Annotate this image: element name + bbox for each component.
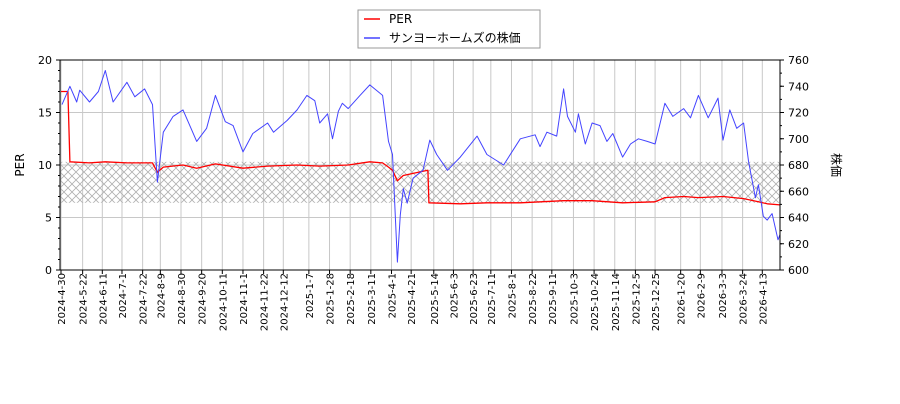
x-tick-label: 2025-4-1 <box>387 273 398 318</box>
x-tick-label: 2024-10-11 <box>218 273 229 331</box>
y-axis-label-left: PER <box>13 153 27 176</box>
x-tick-label: 2024-6-11 <box>98 273 109 325</box>
legend-label-price: サンヨーホームズの株価 <box>389 30 521 45</box>
y-tick-label-right: 760 <box>788 54 809 67</box>
y-tick-label-left: 10 <box>38 159 52 172</box>
x-tick-label: 2024-11-1 <box>239 273 250 325</box>
x-tick-label: 2024-4-30 <box>57 273 68 325</box>
x-tick-label: 2024-12-12 <box>279 273 290 331</box>
x-tick-label: 2025-9-11 <box>548 273 559 325</box>
x-tick-label: 2024-9-20 <box>198 273 209 325</box>
y-tick-label-right: 620 <box>788 238 809 251</box>
x-tick-label: 2025-7-11 <box>487 273 498 325</box>
x-tick-label: 2025-3-11 <box>367 273 378 325</box>
y-tick-label-right: 640 <box>788 212 809 225</box>
y-tick-label-right: 720 <box>788 107 809 120</box>
x-tick-label: 2026-4-13 <box>758 273 769 325</box>
x-tick-label: 2024-7-1 <box>118 273 129 318</box>
stock-price-line <box>61 70 780 263</box>
y-tick-label-left: 5 <box>45 212 52 225</box>
x-tick-label: 2026-1-20 <box>677 273 688 325</box>
axes: 2024-4-30 2024-5-22 2024-6-11 2024-7-1 2024-… <box>38 54 809 331</box>
x-tick-label: 2025-12-25 <box>651 273 662 331</box>
x-tick-label: 2025-12-5 <box>631 273 642 325</box>
x-tick-label: 2025-2-18 <box>346 273 357 325</box>
y-tick-label-right: 680 <box>788 159 809 172</box>
per-range-band <box>60 161 780 203</box>
y-tick-label-left: 0 <box>45 264 52 277</box>
x-tick-label: 2025-8-22 <box>528 273 539 325</box>
x-tick-label: 2025-1-7 <box>305 273 316 318</box>
y-tick-label-left: 15 <box>38 107 52 120</box>
y-tick-label-right: 700 <box>788 133 809 146</box>
x-tick-label: 2025-8-1 <box>507 273 518 318</box>
x-tick-label: 2025-6-3 <box>449 273 460 318</box>
x-tick-label: 2026-3-24 <box>739 273 750 325</box>
legend-label-per: PER <box>389 12 412 26</box>
x-tick-label: 2024-7-22 <box>139 273 150 325</box>
y-tick-label-right: 600 <box>788 264 809 277</box>
x-tick-label: 2025-11-14 <box>611 273 622 331</box>
x-tick-label: 2024-8-30 <box>177 273 188 325</box>
x-tick-label: 2024-5-22 <box>79 273 90 325</box>
series-lines <box>61 70 780 263</box>
x-tick-label: 2025-5-14 <box>430 273 441 325</box>
legend-box <box>357 9 541 49</box>
x-tick-label: 2026-2-9 <box>696 273 707 318</box>
y-tick-label-right: 740 <box>788 80 809 93</box>
legend: PER サンヨーホームズの株価 <box>357 9 541 49</box>
x-tick-label: 2025-1-28 <box>326 273 337 325</box>
y-axis-label-right: 株価 <box>829 153 844 177</box>
y-tick-label-left: 20 <box>38 54 52 67</box>
x-tick-label: 2025-4-21 <box>407 273 418 325</box>
x-tick-label: 2025-6-23 <box>469 273 480 325</box>
x-tick-label: 2025-10-3 <box>569 273 580 325</box>
y-tick-label-right: 660 <box>788 185 809 198</box>
x-tick-label: 2024-8-9 <box>156 273 167 318</box>
x-tick-label: 2025-10-24 <box>590 273 601 331</box>
x-tick-label: 2024-11-22 <box>260 273 271 331</box>
x-tick-label: 2026-3-3 <box>718 273 729 318</box>
